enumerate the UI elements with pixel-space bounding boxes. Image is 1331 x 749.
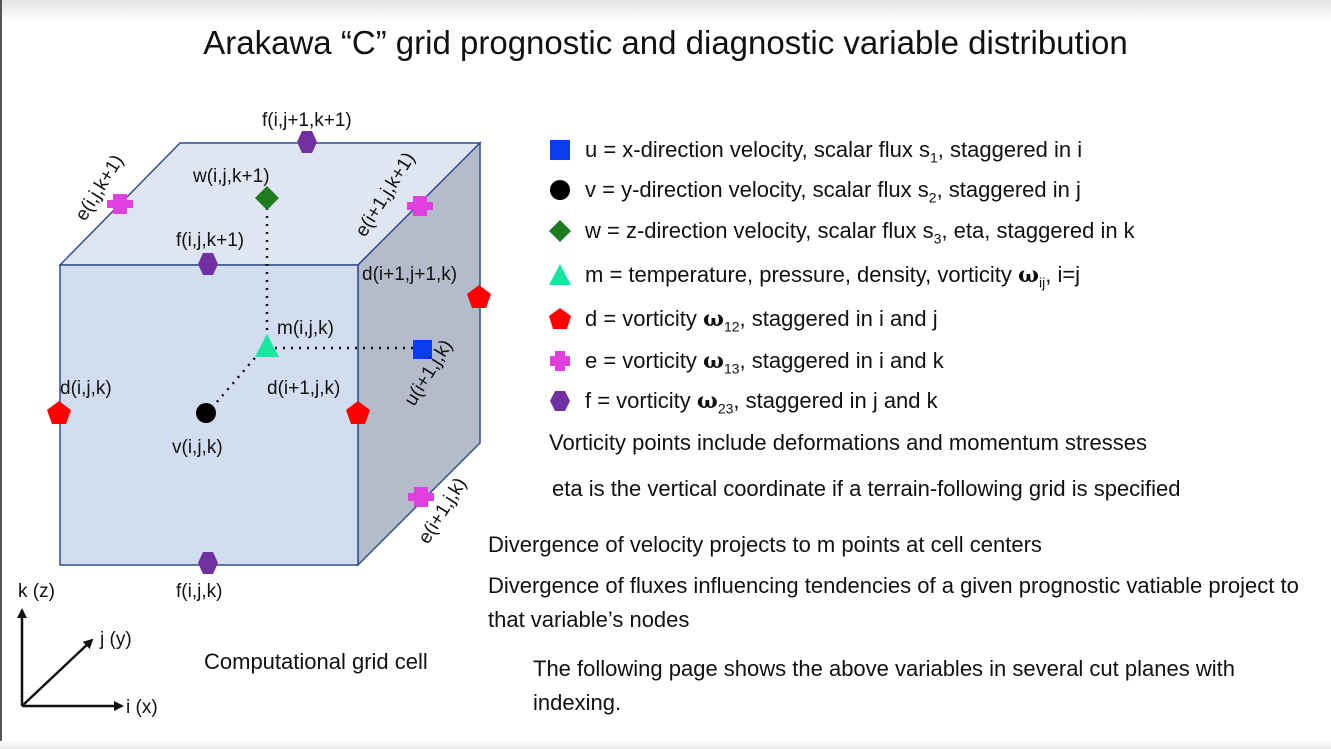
label-d-left: d(i,j,k) — [60, 378, 112, 399]
bottom-gradient-bar — [0, 741, 1331, 749]
legend-text-d: d = vorticity ω12, staggered in i and j — [585, 306, 938, 335]
d-front-right-marker — [346, 401, 370, 424]
cross-icon — [550, 351, 570, 371]
legend-text-m: m = temperature, pressure, density, vort… — [585, 262, 1081, 291]
k-axis-label: k (z) — [18, 581, 55, 602]
legend-text-w: w = z-direction velocity, scalar flux s3… — [585, 218, 1135, 247]
diagram-caption: Computational grid cell — [204, 649, 428, 674]
m-marker — [255, 334, 279, 357]
note-divergence-velocity: Divergence of velocity projects to m poi… — [488, 532, 1042, 557]
diamond-icon — [549, 220, 571, 242]
v-marker — [196, 403, 216, 423]
legend-text-f: f = vorticity ω23, staggered in j and k — [585, 388, 938, 417]
f-top-marker — [297, 131, 317, 153]
legend-text-u: u = x-direction velocity, scalar flux s1… — [585, 137, 1083, 166]
note-divergence-fluxes: Divergence of fluxes influencing tendenc… — [488, 573, 1299, 632]
left-edge-line — [0, 0, 2, 749]
circle-icon — [550, 180, 570, 200]
w-marker — [255, 186, 279, 210]
page-title: Arakawa “C” grid prognostic and diagnost… — [203, 24, 1128, 61]
note-vorticity: Vorticity points include deformations an… — [549, 430, 1147, 455]
label-d-back-right: d(i+1,j+1,k) — [362, 264, 457, 285]
i-axis-label: i (x) — [126, 697, 158, 718]
d-left-marker — [47, 401, 71, 424]
hexagon-icon — [550, 391, 570, 411]
label-v: v(i,j,k) — [172, 437, 223, 458]
label-w: w(i,j,k+1) — [192, 166, 270, 187]
legend-text-v: v = y-direction velocity, scalar flux s2… — [585, 177, 1081, 206]
j-axis-arrow — [21, 638, 94, 707]
label-m: m(i,j,k) — [277, 318, 334, 339]
f-front-top-marker — [198, 253, 218, 275]
label-f-bottom: f(i,j,k) — [176, 581, 222, 602]
u-marker — [413, 340, 432, 359]
square-icon — [550, 140, 570, 160]
legend-text-e: e = vorticity ω13, staggered in i and k — [585, 348, 944, 377]
e-bottom-right-marker — [408, 487, 434, 507]
note-following-page: The following page shows the above varia… — [533, 656, 1235, 715]
f-bottom-marker — [198, 552, 218, 574]
label-d-front-right: d(i+1,j,k) — [267, 378, 340, 399]
e-right-top-marker — [407, 196, 433, 216]
d-back-right-marker — [467, 285, 491, 308]
e-left-top-marker — [107, 194, 133, 214]
label-f-front-top: f(i,j,k+1) — [176, 230, 244, 251]
pentagon-icon — [549, 308, 571, 329]
triangle-icon — [549, 264, 571, 285]
j-axis-label: j (y) — [99, 629, 132, 650]
label-f-top: f(i,j+1,k+1) — [262, 110, 352, 131]
note-eta: eta is the vertical coordinate if a terr… — [552, 476, 1181, 501]
top-gradient-bar — [0, 0, 1331, 22]
